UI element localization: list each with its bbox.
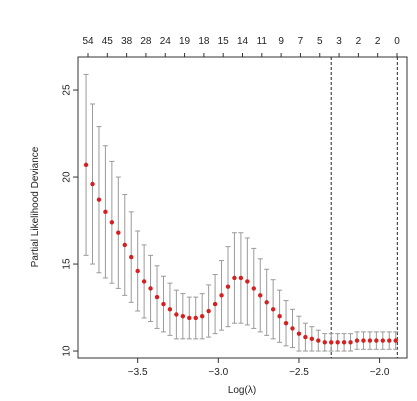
data-point	[258, 293, 263, 298]
y-tick-label: 10	[62, 345, 73, 357]
y-tick-label: 15	[62, 258, 73, 270]
top-tick-label: 11	[257, 36, 268, 47]
data-point	[290, 326, 295, 331]
data-point	[335, 340, 340, 345]
top-tick-label: 14	[237, 36, 249, 47]
data-point	[303, 334, 308, 340]
data-point	[283, 321, 289, 326]
x-axis-title: Log(λ)	[228, 385, 256, 396]
data-point	[245, 279, 250, 284]
data-point	[361, 338, 366, 343]
top-tick-label: 9	[278, 36, 284, 47]
data-point	[329, 340, 334, 345]
data-point	[109, 220, 115, 225]
data-point	[96, 197, 102, 202]
y-axis: 10 15 20 25	[62, 84, 78, 357]
x-tick-label: −3.0	[208, 367, 228, 378]
data-point	[232, 275, 237, 281]
data-point	[354, 338, 360, 343]
top-tick-label: 2	[375, 36, 381, 47]
data-point	[122, 242, 127, 248]
data-point	[316, 338, 321, 343]
y-axis-title: Partial Likelihood Deviance	[30, 146, 41, 267]
data-point	[116, 230, 121, 235]
y-tick-label: 25	[62, 84, 73, 96]
data-point	[238, 275, 244, 281]
error-bars	[83, 73, 399, 352]
plot-frame	[77, 56, 408, 359]
data-point	[374, 338, 379, 343]
data-point	[187, 315, 192, 321]
data-point	[341, 340, 347, 345]
data-point	[148, 286, 153, 291]
data-point	[212, 301, 218, 307]
data-point	[83, 162, 89, 168]
data-point	[367, 338, 373, 343]
data-point	[219, 293, 224, 298]
data-point	[296, 331, 302, 336]
data-point	[322, 340, 327, 345]
y-tick-label: 20	[62, 171, 73, 183]
data-point	[225, 284, 231, 289]
data-point	[380, 338, 386, 343]
data-point	[270, 307, 276, 312]
data-point	[161, 301, 166, 307]
data-point	[387, 338, 392, 343]
top-tick-label: 15	[218, 36, 230, 47]
x-axis: −3.5 −3.0 −2.5 −2.0	[128, 358, 390, 378]
top-tick-label: 0	[394, 36, 400, 47]
data-point	[309, 336, 315, 342]
data-point	[103, 209, 108, 215]
data-point	[141, 279, 147, 284]
top-tick-label: 38	[121, 36, 133, 47]
data-point	[199, 314, 205, 319]
top-tick-label: 5	[317, 36, 323, 47]
data-point	[90, 181, 95, 187]
top-tick-label: 54	[82, 36, 94, 47]
data-point	[167, 307, 173, 312]
top-tick-label: 45	[102, 36, 114, 47]
data-point	[174, 312, 179, 317]
top-tick-label: 7	[298, 36, 304, 47]
x-tick-label: −2.5	[289, 367, 309, 378]
data-point	[251, 286, 256, 291]
data-point	[264, 300, 269, 305]
top-tick-label: 3	[336, 36, 342, 47]
data-point	[348, 340, 353, 345]
data-point	[129, 254, 134, 260]
data-point	[135, 268, 140, 274]
data-point	[393, 338, 398, 343]
x-tick-label: −3.5	[128, 367, 148, 378]
x-tick-label: −2.0	[370, 367, 390, 378]
data-point	[277, 314, 282, 319]
top-tick-label: 18	[198, 36, 210, 47]
data-point	[206, 308, 211, 314]
top-tick-label: 2	[356, 36, 362, 47]
data-point	[180, 314, 186, 319]
data-point	[154, 294, 160, 300]
data-point	[193, 315, 198, 321]
top-tick-label: 19	[179, 36, 191, 47]
top-axis-counts: 54 45 38 28 24 19 18 15 14 11 9 7 5 3 2 2 0	[82, 36, 400, 57]
top-tick-label: 24	[160, 36, 172, 47]
top-tick-label: 28	[140, 36, 152, 47]
reference-lines	[330, 57, 398, 358]
data-points	[83, 162, 398, 345]
